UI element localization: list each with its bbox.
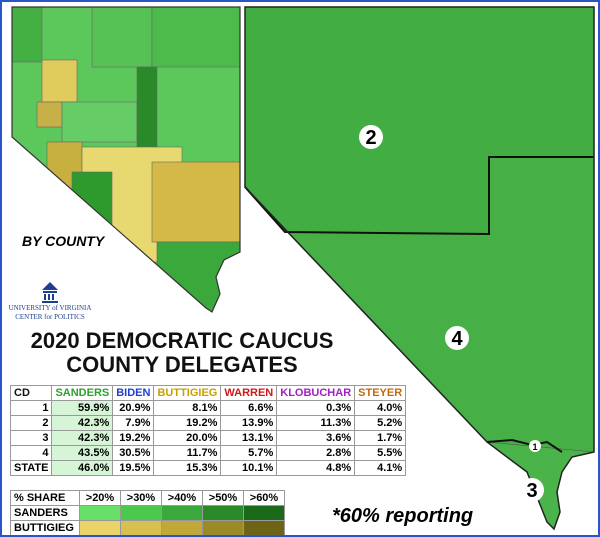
legend-header: % SHARE bbox=[10, 490, 80, 506]
table-cell: 11.7% bbox=[153, 445, 222, 461]
table-row: 2 42.3% 7.9% 19.2% 13.9% 11.3% 5.2% bbox=[9, 415, 407, 431]
district-label: 1 bbox=[532, 442, 537, 452]
table-cell: 1 bbox=[9, 400, 53, 416]
table-cell: 43.5% bbox=[51, 445, 114, 461]
table-cell: 19.5% bbox=[112, 460, 155, 476]
legend-table: % SHARE >20% >30% >40% >50% >60% SANDERS BUTTIG… bbox=[10, 490, 285, 535]
district-label: 4 bbox=[451, 328, 463, 350]
table-cell: 4.8% bbox=[276, 460, 356, 476]
legend-swatch bbox=[79, 505, 121, 521]
legend-header: >40% bbox=[161, 490, 203, 506]
table-cell: 13.9% bbox=[220, 415, 278, 431]
table-cell: 42.3% bbox=[51, 430, 114, 446]
column-header: WARREN bbox=[220, 385, 278, 401]
column-header: BUTTIGIEG bbox=[153, 385, 222, 401]
district-label: 2 bbox=[365, 127, 376, 149]
table-cell: 13.1% bbox=[220, 430, 278, 446]
table-cell: 7.9% bbox=[112, 415, 155, 431]
legend-swatch bbox=[161, 505, 203, 521]
legend-swatch bbox=[202, 505, 244, 521]
legend-swatch bbox=[120, 520, 162, 535]
legend-swatch bbox=[202, 520, 244, 535]
table-cell: 2.8% bbox=[276, 445, 356, 461]
table-cell: 5.2% bbox=[354, 415, 407, 431]
column-header: CD bbox=[9, 385, 53, 401]
legend-header: >30% bbox=[120, 490, 162, 506]
table-cell: 2 bbox=[9, 415, 53, 431]
table-cell: 15.3% bbox=[153, 460, 222, 476]
legend-swatch bbox=[79, 520, 121, 535]
table-cell: 19.2% bbox=[112, 430, 155, 446]
header-row: CD SANDERS BIDEN BUTTIGIEG WARREN KLOBUCHAR ST… bbox=[9, 385, 407, 401]
column-header: SANDERS bbox=[51, 385, 114, 401]
legend-row: SANDERS bbox=[10, 505, 285, 521]
legend-label: SANDERS bbox=[10, 505, 80, 521]
table-cell: 19.2% bbox=[153, 415, 222, 431]
table-row: 1 59.9% 20.9% 8.1% 6.6% 0.3% 4.0% bbox=[9, 400, 407, 416]
legend-swatch bbox=[161, 520, 203, 535]
table-cell: 11.3% bbox=[276, 415, 356, 431]
table-cell: 5.5% bbox=[354, 445, 407, 461]
table-row: STATE 46.0% 19.5% 15.3% 10.1% 4.8% 4.1% bbox=[9, 460, 407, 476]
legend-header: >50% bbox=[202, 490, 244, 506]
table-cell: 20.0% bbox=[153, 430, 222, 446]
table-cell: 30.5% bbox=[112, 445, 155, 461]
footnote: *60% reporting bbox=[332, 505, 473, 527]
legend-header: >60% bbox=[243, 490, 285, 506]
table-row: 3 42.3% 19.2% 20.0% 13.1% 3.6% 1.7% bbox=[9, 430, 407, 446]
table-cell: 8.1% bbox=[153, 400, 222, 416]
legend-swatch bbox=[243, 505, 285, 521]
table-cell: 4 bbox=[9, 445, 53, 461]
legend-header: >20% bbox=[79, 490, 121, 506]
table-cell: 59.9% bbox=[51, 400, 114, 416]
table-cell: 20.9% bbox=[112, 400, 155, 416]
logo-line1: UNIVERSITY of VIRGINIA bbox=[9, 304, 92, 312]
table-cell: 3.6% bbox=[276, 430, 356, 446]
table-cell: 6.6% bbox=[220, 400, 278, 416]
table-row: 4 43.5% 30.5% 11.7% 5.7% 2.8% 5.5% bbox=[9, 445, 407, 461]
district-labels: 2 4 3 1 bbox=[359, 125, 544, 502]
logo: UNIVERSITY of VIRGINIA CENTER for POLITI… bbox=[9, 282, 92, 321]
table-cell: STATE bbox=[9, 460, 53, 476]
column-header: BIDEN bbox=[112, 385, 155, 401]
column-header: STEYER bbox=[354, 385, 407, 401]
subtitle: BY COUNTY bbox=[22, 233, 106, 249]
legend-swatch bbox=[120, 505, 162, 521]
legend-row: BUTTIGIEG bbox=[10, 520, 285, 535]
table-cell: 0.3% bbox=[276, 400, 356, 416]
legend-header-row: % SHARE >20% >30% >40% >50% >60% bbox=[10, 490, 285, 506]
table-cell: 1.7% bbox=[354, 430, 407, 446]
results-table: CD SANDERS BIDEN BUTTIGIEG WARREN KLOBUCHAR ST… bbox=[9, 385, 407, 476]
column-header: KLOBUCHAR bbox=[276, 385, 356, 401]
legend-label: BUTTIGIEG bbox=[10, 520, 80, 535]
table-cell: 46.0% bbox=[51, 460, 114, 476]
table-cell: 42.3% bbox=[51, 415, 114, 431]
table-cell: 4.1% bbox=[354, 460, 407, 476]
table-cell: 3 bbox=[9, 430, 53, 446]
table-cell: 10.1% bbox=[220, 460, 278, 476]
title: COUNTY DELEGATES bbox=[66, 352, 298, 377]
legend-swatch bbox=[243, 520, 285, 535]
logo-line2: CENTER for POLITICS bbox=[15, 313, 85, 321]
district-label: 3 bbox=[526, 480, 537, 502]
table-cell: 4.0% bbox=[354, 400, 407, 416]
title: 2020 DEMOCRATIC CAUCUS bbox=[30, 328, 334, 353]
table-cell: 5.7% bbox=[220, 445, 278, 461]
